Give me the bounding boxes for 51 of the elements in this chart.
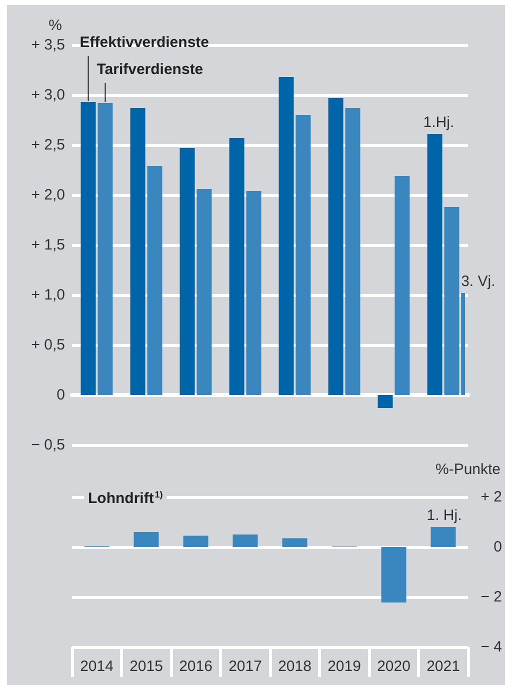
bar [282, 538, 308, 547]
bar [232, 534, 258, 547]
x-tick-label: 2016 [179, 658, 212, 675]
y-tick-label: 0 [56, 386, 65, 404]
bar [345, 108, 360, 395]
y-axis-title: %-Punkte [435, 461, 501, 478]
y-tick-label: + 2,5 [31, 136, 65, 154]
y-tick-label: + 0,5 [31, 336, 65, 354]
bar [246, 191, 262, 395]
annotation: 3. Vj. [461, 273, 496, 290]
y-tick-label: + 2,0 [31, 186, 65, 204]
x-tick-label: 2020 [377, 658, 410, 675]
bar [147, 166, 162, 395]
bar [134, 532, 159, 547]
bar [180, 148, 195, 395]
bar [328, 98, 344, 395]
y-tick-label: 0 [494, 538, 502, 556]
bar [196, 189, 212, 395]
bar [130, 108, 146, 395]
bar [183, 536, 208, 547]
annotation: 1. Hj. [426, 507, 462, 524]
y-tick-label: + 2 [480, 488, 502, 506]
bar [381, 547, 406, 602]
y-tick-label: + 3,0 [31, 86, 65, 104]
bar [80, 102, 96, 395]
x-tick-label: 2019 [328, 658, 361, 675]
bar [296, 115, 311, 395]
bar [229, 138, 244, 395]
bar [98, 103, 113, 395]
y-tick-label: + 1,5 [31, 236, 65, 254]
x-tick-label: 2014 [80, 658, 114, 675]
text: Effektivverdienste [80, 34, 210, 51]
series-label: Tarifverdienste [96, 61, 204, 78]
y-tick-label: − 0,5 [31, 436, 65, 454]
bar [278, 77, 294, 395]
bar [378, 395, 393, 408]
annotation: 1.Hj. [423, 114, 454, 131]
bar [394, 176, 410, 395]
y-tick-label: − 2 [480, 588, 502, 606]
x-tick-label: 2015 [130, 658, 163, 675]
y-tick-label: − 4 [480, 638, 502, 656]
y-tick-label: + 3,5 [31, 36, 65, 54]
x-tick-label: 2017 [228, 658, 262, 675]
y-axis-title: % [48, 17, 62, 34]
y-tick-label: + 1,0 [31, 286, 65, 304]
bar [427, 134, 442, 395]
x-tick-label: 2021 [426, 658, 460, 675]
bar [430, 527, 456, 547]
bar [461, 293, 466, 395]
x-tick-label: 2018 [278, 658, 312, 675]
bar [444, 207, 460, 395]
